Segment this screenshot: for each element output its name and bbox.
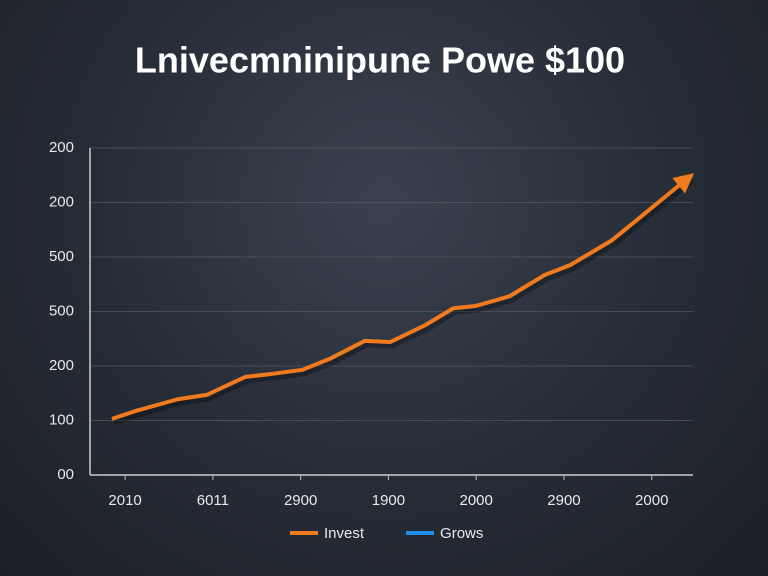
legend-label: Grows: [440, 525, 483, 542]
x-tick-label: 2010: [108, 492, 141, 509]
line-shadow: [112, 177, 694, 426]
y-tick-label: 00: [57, 466, 74, 483]
x-tick-label: 2900: [284, 492, 317, 509]
legend-label: Invest: [324, 525, 365, 542]
chart-title: Lnivecmninipune Powe $100: [135, 40, 625, 81]
y-tick-label: 200: [49, 139, 74, 156]
x-tick-label: 2900: [547, 492, 580, 509]
x-tick-label: 2000: [635, 492, 668, 509]
x-tick-label: 2000: [460, 492, 493, 509]
arrow-head: [672, 173, 695, 194]
y-tick-label: 100: [49, 411, 74, 428]
y-tick-label: 500: [49, 302, 74, 319]
series-line: [111, 175, 691, 421]
x-tick-label: 6011: [197, 492, 229, 509]
y-tick-label: 200: [49, 193, 74, 210]
x-tick-label: 1900: [372, 492, 405, 509]
y-tick-label: 500: [49, 248, 74, 265]
y-tick-label: 200: [49, 357, 74, 374]
